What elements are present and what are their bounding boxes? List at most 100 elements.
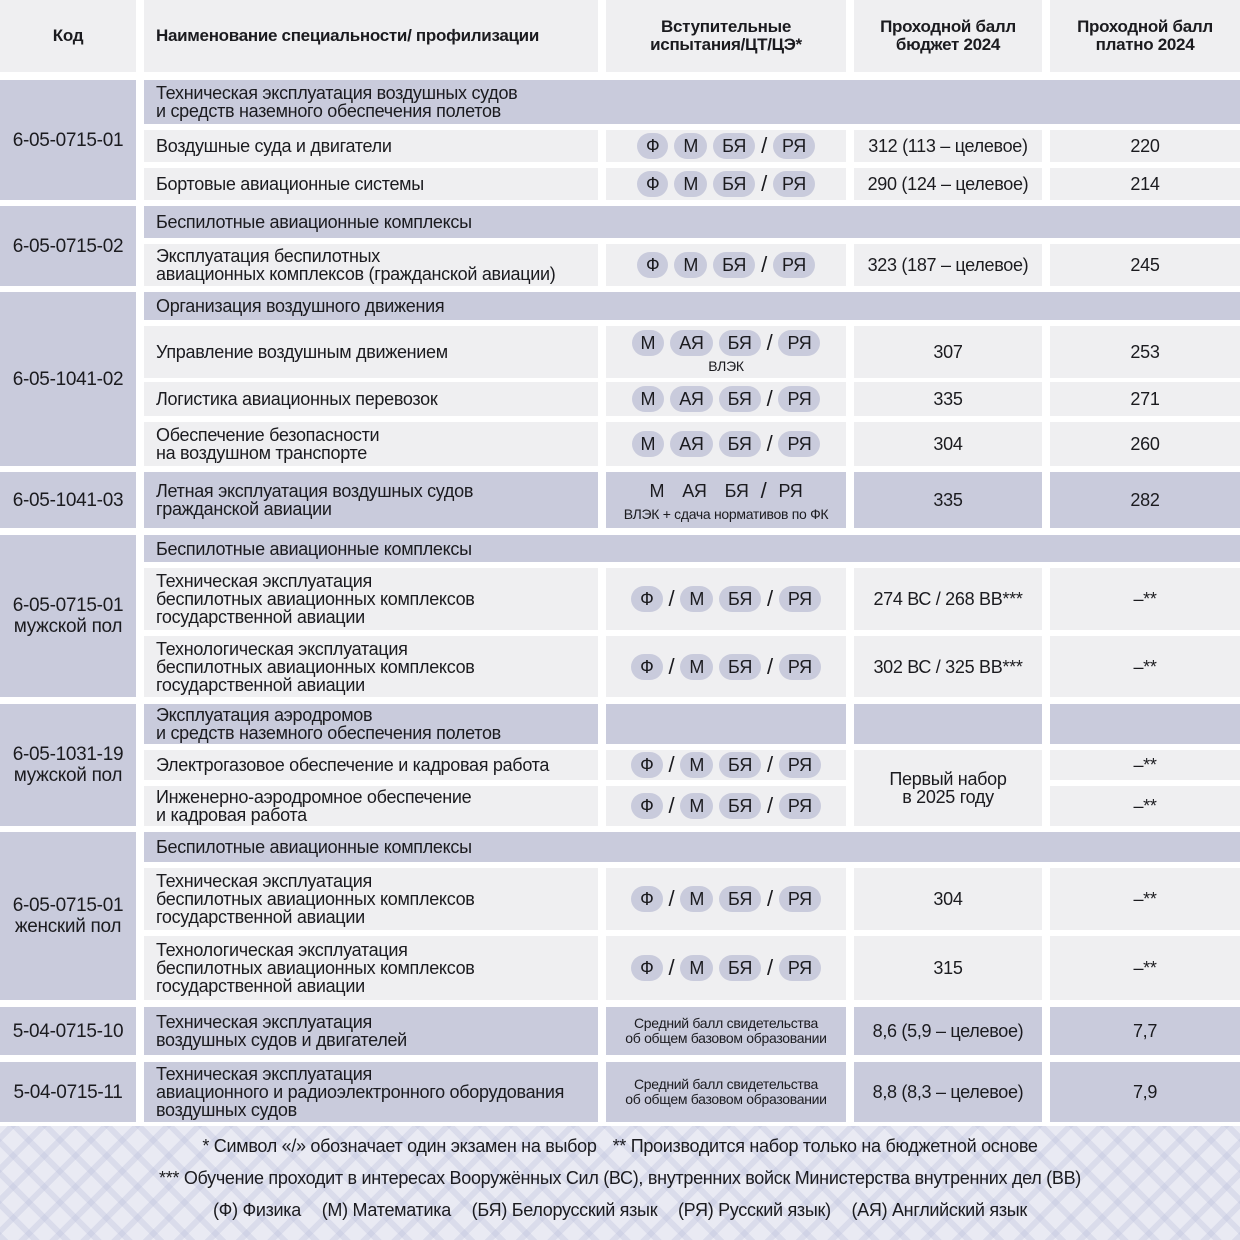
exam-subject-badge: М: [680, 653, 714, 680]
group-title: Техническая эксплуатация воздушных судов…: [144, 80, 1240, 124]
specialty-code: 6-05-0715-02: [0, 206, 136, 286]
exam-choice-separator: /: [668, 793, 675, 818]
exam-choice-separator: /: [766, 330, 773, 355]
exam-subject-badge: РЯ: [778, 481, 803, 501]
entrance-exams: М АЯ БЯ / РЯ: [606, 382, 846, 416]
exam-subject-badge: Ф: [631, 793, 663, 819]
exam-subject-badge: М: [680, 793, 714, 819]
specialty-name: Техническая эксплуатация авиационного и …: [144, 1062, 598, 1122]
specialty-name: Инженерно-аэродромное обеспечение и кадр…: [144, 786, 598, 826]
exam-note: ВЛЭК + сдача нормативов по ФК: [623, 506, 829, 522]
exam-subject-badge: БЯ: [719, 586, 762, 612]
empty-cell: [1050, 704, 1240, 744]
exam-list: Ф / М БЯ / РЯ: [631, 586, 821, 612]
footnote-budget-only: ** Производится набор только на бюджетно…: [612, 1136, 1038, 1156]
entrance-exams: М АЯ БЯ / РЯ: [606, 422, 846, 466]
paid-score: 245: [1050, 244, 1240, 286]
exam-choice-separator: /: [767, 886, 773, 911]
budget-score: 335: [854, 382, 1042, 416]
entrance-exams: Ф / М БЯ / РЯ: [606, 636, 846, 697]
exam-subject-badge: Ф: [631, 886, 663, 912]
specialty-name: Логистика авиационных перевозок: [144, 382, 598, 416]
exam-list: Ф / М БЯ / РЯ: [631, 793, 821, 819]
specialty-code: 6-05-0715-01: [0, 80, 136, 200]
entrance-exams: Ф / М БЯ / РЯ: [606, 568, 846, 630]
entrance-exams: Ф / М БЯ / РЯ: [606, 868, 846, 930]
exam-subject-badge: БЯ: [718, 330, 761, 356]
budget-score: 8,8 (8,3 – целевое): [854, 1062, 1042, 1122]
exam-subject-badge: БЯ: [713, 252, 756, 278]
entrance-exams: Средний балл свидетельства об общем базо…: [606, 1062, 846, 1122]
exam-choice-separator: /: [766, 431, 773, 456]
header-name: Наименование специальности/ профилизации: [144, 0, 598, 72]
exam-subject-badge: АЯ: [670, 330, 713, 356]
exam-subject-badge: РЯ: [778, 752, 821, 778]
exam-subject-badge: АЯ: [670, 386, 713, 412]
exam-choice-separator: /: [767, 586, 773, 611]
header-paid: Проходной балл платно 2024: [1050, 0, 1240, 72]
group-title: Беспилотные авиационные комплексы: [144, 535, 1240, 562]
entrance-exams: Ф / М БЯ / РЯ: [606, 936, 846, 1000]
exam-subject-badge: Ф: [631, 653, 663, 680]
specialty-name: Техническая эксплуатация беспилотных ави…: [144, 568, 598, 630]
specialty-code: 5-04-0715-10: [0, 1007, 136, 1055]
budget-score: 304: [854, 422, 1042, 466]
paid-score: 214: [1050, 168, 1240, 200]
exam-subject-badge: БЯ: [719, 886, 762, 912]
legend-math: (М) Математика: [321, 1200, 452, 1220]
exam-subject-badge: М: [674, 171, 708, 197]
exam-subject-badge: М: [631, 386, 665, 412]
specialty-code: 6-05-1041-02: [0, 292, 136, 466]
exam-choice-separator: /: [767, 955, 773, 980]
exam-subject-badge: М: [680, 886, 714, 912]
exam-subject-badge: БЯ: [719, 793, 762, 819]
paid-score: –**: [1050, 936, 1240, 1000]
exam-subject-badge: РЯ: [772, 252, 815, 278]
exam-subject-badge: Ф: [631, 955, 663, 981]
legend-physics: (Ф) Физика: [212, 1200, 301, 1220]
entrance-exams: Ф / М БЯ / РЯ: [606, 786, 846, 826]
exam-subject-badge: РЯ: [772, 171, 815, 197]
paid-score: –**: [1050, 786, 1240, 826]
entrance-exams: Средний балл свидетельства об общем базо…: [606, 1007, 846, 1055]
budget-score: 290 (124 – целевое): [854, 168, 1042, 200]
exam-subject-badge: БЯ: [719, 955, 762, 981]
exam-subject-badge: РЯ: [778, 653, 821, 680]
paid-score: –**: [1050, 568, 1240, 630]
specialty-name: Летная эксплуатация воздушных судов граж…: [144, 472, 598, 528]
exam-subject-badge: РЯ: [778, 330, 821, 356]
footnote-armed-forces: *** Обучение проходит в интересах Вооруж…: [159, 1168, 1081, 1188]
specialty-name: Обеспечение безопасности на воздушном тр…: [144, 422, 598, 466]
subject-legend: (Ф) Физика (М) Математика (БЯ) Белорусск…: [0, 1200, 1240, 1221]
paid-score: 253: [1050, 326, 1240, 378]
exam-subject-badge: М: [680, 955, 714, 981]
entrance-exams: Ф М БЯ / РЯ: [606, 130, 846, 162]
paid-score: –**: [1050, 750, 1240, 780]
specialty-name: Технологическая эксплуатация беспилотных…: [144, 636, 598, 697]
paid-score: 282: [1050, 472, 1240, 528]
exam-subject-badge: Ф: [637, 252, 669, 278]
exam-list: М АЯ БЯ / РЯ: [631, 431, 821, 457]
specialty-name: Электрогазовое обеспечение и кадровая ра…: [144, 750, 598, 780]
budget-score: 312 (113 – целевое): [854, 130, 1042, 162]
entrance-exams: Ф М БЯ / РЯ: [606, 244, 846, 286]
footnote-choice-symbol: * Символ «/» обозначает один экзамен на …: [202, 1136, 597, 1156]
exam-subject-badge: РЯ: [778, 886, 821, 912]
exam-choice-separator: /: [767, 793, 773, 818]
exam-subject-badge: М: [674, 133, 708, 159]
exam-choice-separator: /: [767, 653, 773, 679]
specialty-name: Воздушные суда и двигатели: [144, 130, 598, 162]
exam-subject-badge: Ф: [637, 133, 669, 159]
paid-score: 271: [1050, 382, 1240, 416]
exam-choice-separator: /: [766, 386, 773, 411]
group-title: Беспилотные авиационные комплексы: [144, 206, 1240, 238]
specialty-name: Бортовые авиационные системы: [144, 168, 598, 200]
exam-subject-badge: РЯ: [778, 586, 821, 612]
exam-subject-badge: РЯ: [772, 133, 815, 159]
exam-note: ВЛЭК: [708, 358, 744, 374]
exam-list: Ф / М БЯ / РЯ: [631, 653, 821, 680]
entrance-exams: Ф / М БЯ / РЯ: [606, 750, 846, 780]
exam-subject-badge: М: [680, 752, 714, 778]
specialty-code: 6-05-1031-19 мужской пол: [0, 704, 136, 826]
header-exams: Вступительные испытания/ЦТ/ЦЭ*: [606, 0, 846, 72]
